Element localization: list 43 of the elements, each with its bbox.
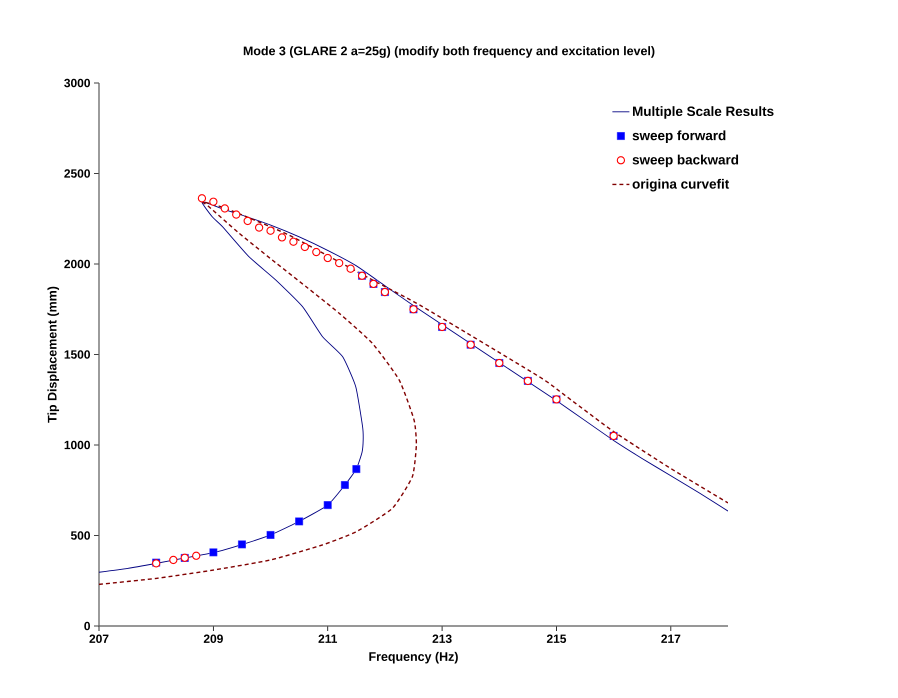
y-tick-label: 1000	[64, 440, 90, 450]
chart-title: Mode 3 (GLARE 2 a=25g) (modify both frequency and excitation level)	[244, 46, 654, 58]
point	[220, 204, 229, 213]
legend-label: sweep forward	[632, 130, 726, 143]
x-tick-label: 209	[204, 634, 223, 643]
point	[209, 548, 218, 556]
point	[169, 556, 178, 564]
point	[295, 517, 304, 526]
point	[312, 248, 320, 256]
y-tick-label: 1500	[64, 350, 90, 359]
point	[266, 226, 275, 235]
point	[232, 210, 240, 219]
y-tick-label: 2000	[64, 260, 90, 268]
legend-label: sweep backward	[632, 154, 738, 168]
x-tick-label: 217	[661, 634, 680, 643]
point	[266, 530, 275, 540]
y-tick-label: 0	[84, 622, 90, 630]
x-tick-label: 213	[432, 634, 452, 644]
y-tick-label: 3000	[64, 78, 90, 88]
point	[198, 194, 206, 202]
point	[324, 501, 332, 510]
point	[289, 238, 298, 246]
point	[192, 552, 200, 560]
point	[335, 258, 344, 268]
x-tick-label: 215	[546, 634, 566, 643]
legend-label: Multiple Scale Results	[632, 106, 774, 119]
point	[352, 465, 360, 474]
point	[254, 223, 264, 232]
point	[244, 216, 252, 226]
point	[300, 242, 310, 252]
x-tick-label: 211	[318, 634, 338, 643]
y-axis-title: Tip Displacement (mm)	[47, 286, 60, 423]
point	[324, 254, 332, 262]
x-axis-title: Frequency (Hz)	[369, 652, 458, 664]
y-tick-label: 500	[70, 531, 90, 540]
point	[209, 198, 218, 206]
point	[278, 233, 286, 242]
point	[238, 540, 246, 548]
legend-label: origina curvefit	[632, 178, 730, 192]
y-tick-label: 2500	[64, 169, 90, 178]
point	[340, 480, 349, 490]
point	[346, 264, 355, 273]
x-tick-label: 207	[89, 634, 108, 643]
